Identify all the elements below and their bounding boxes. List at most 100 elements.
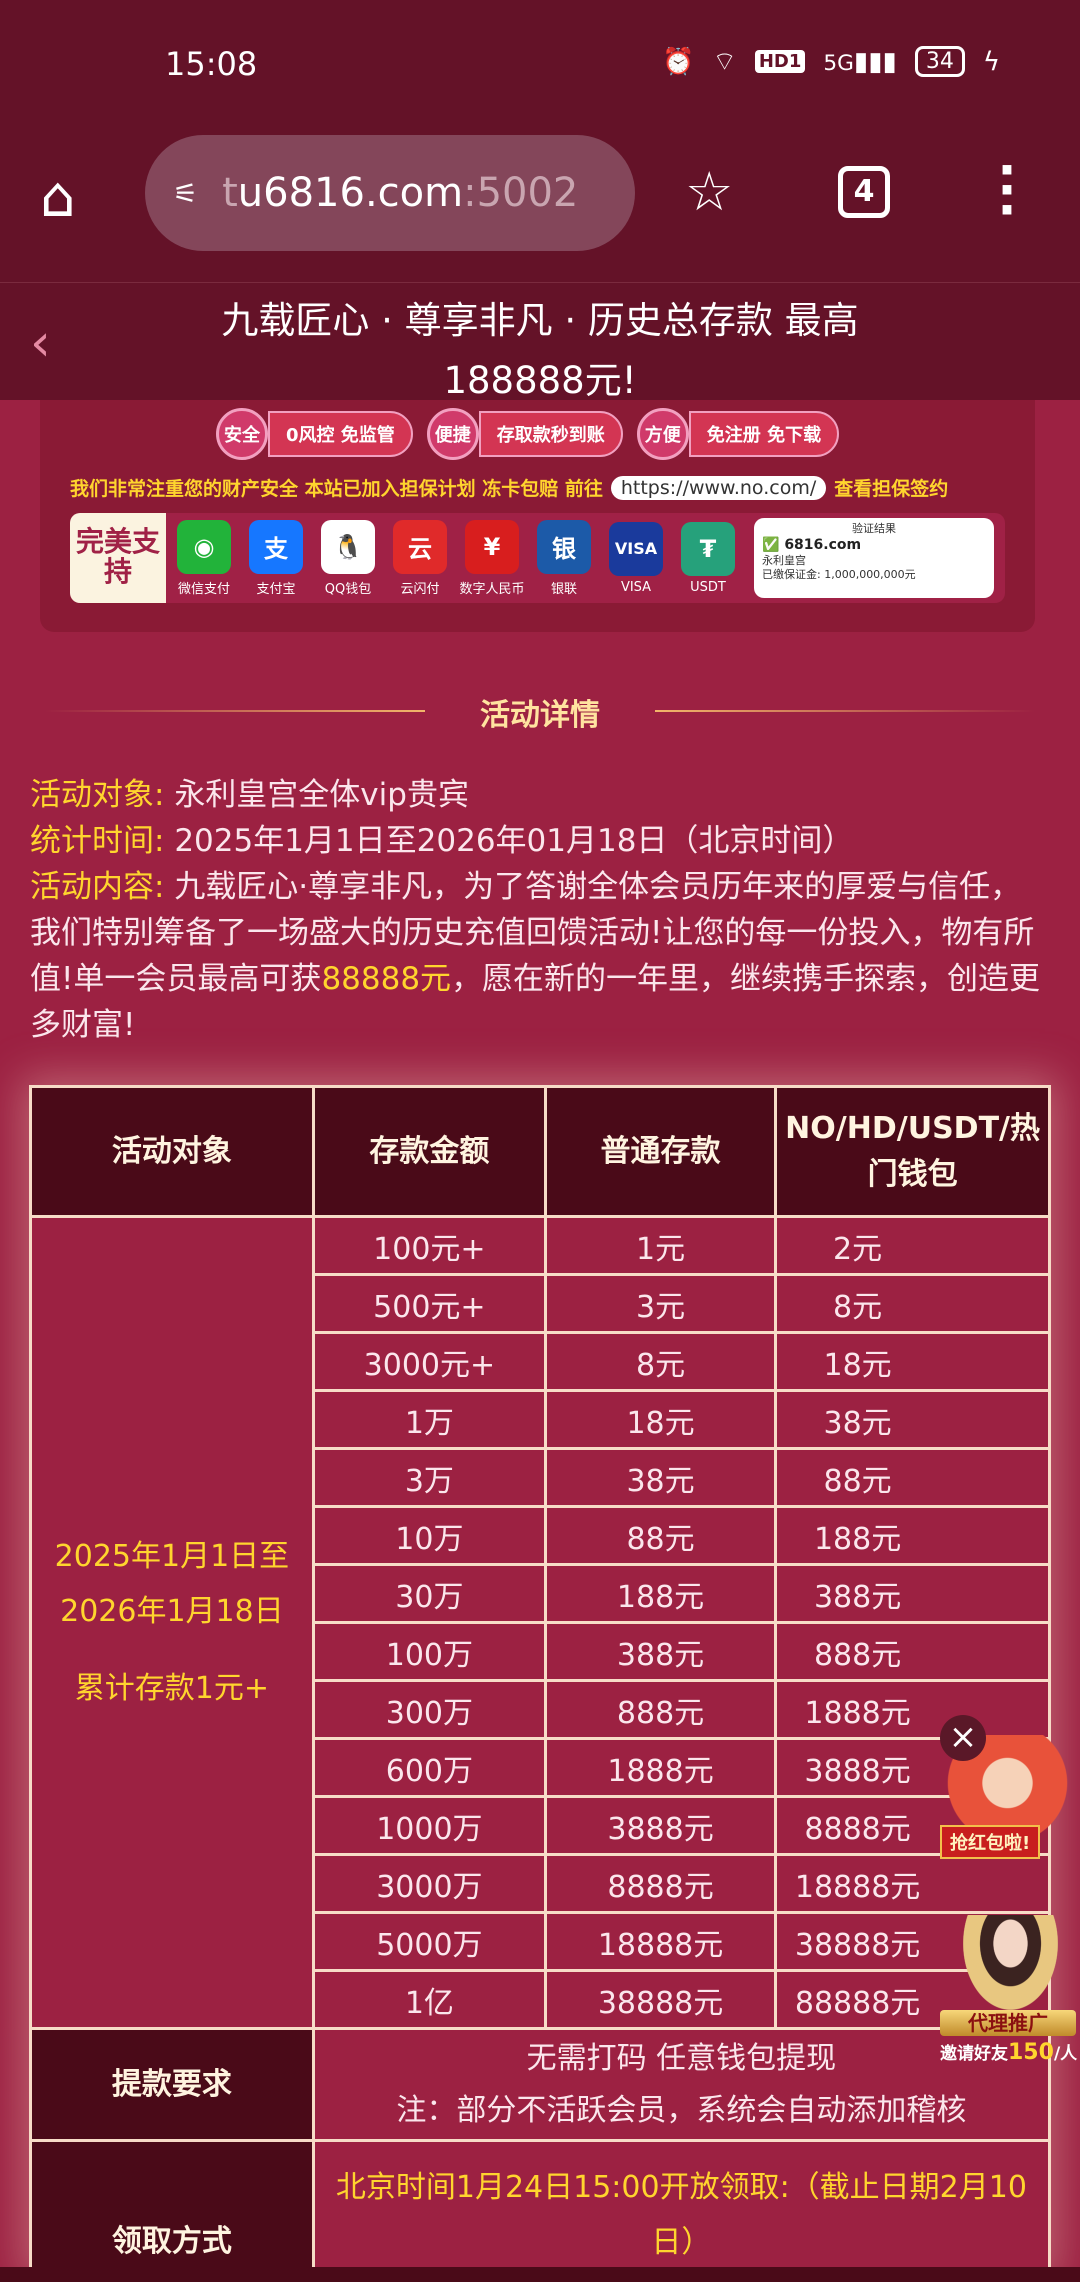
table-row: 3万 38元 88元 — [31, 1447, 1051, 1508]
table-row: 600万 1888元 3888元 — [31, 1737, 1051, 1798]
agent-label: 代理推广 — [940, 2010, 1076, 2036]
claim-cell: 北京时间1月24日15:00开放领取:（截止日期2月10日） — [311, 2139, 1052, 2273]
alipay-icon: 支 — [249, 519, 303, 574]
page-header: ‹ 九载匠心 · 尊享非凡 · 历史总存款 最高188888元! — [0, 282, 1080, 402]
unionpay-icon: 银 — [537, 519, 591, 574]
table-row: 10万 88元 188元 — [31, 1505, 1051, 1566]
table-cell: 38元 — [774, 1389, 1051, 1450]
table-cell: 3元 — [543, 1273, 778, 1334]
visa-icon: VISA — [609, 521, 663, 576]
table-row: 1万 18元 38元 — [31, 1389, 1051, 1450]
battery-icon: 34 — [914, 46, 965, 77]
table-cell: 388元 — [774, 1563, 1051, 1624]
table-cell: 1888元 — [774, 1679, 1051, 1740]
table-cell: 18元 — [543, 1389, 778, 1450]
table-row: 30万 188元 388元 — [31, 1563, 1051, 1624]
qq-icon: 🐧 — [321, 519, 375, 574]
payment-method: ◉ 微信支付 — [170, 519, 238, 597]
more-menu-icon[interactable]: · · · — [997, 141, 1017, 239]
table-cell: 888元 — [543, 1679, 778, 1740]
activity-intro: 活动对象: 永利皇宫全体vip贵宾 统计时间: 2025年1月1日至2026年0… — [30, 777, 1041, 1043]
table-row: 3000元+ 8元 18元 — [31, 1331, 1051, 1392]
home-icon[interactable]: ⌂ — [40, 165, 76, 230]
table-cell: 8元 — [774, 1273, 1051, 1334]
withdraw-label: 提款要求 — [29, 2027, 315, 2142]
table-row: 300万 888元 1888元 — [31, 1679, 1051, 1740]
table-cell: 3000万 — [311, 1853, 547, 1914]
table-cell: 30万 — [311, 1563, 547, 1624]
charging-icon: ϟ — [982, 46, 1000, 77]
table-cell: 1888元 — [543, 1737, 778, 1798]
table-cell: 1亿 — [311, 1969, 547, 2030]
table-cell: 2元 — [774, 1215, 1051, 1276]
payment-method: ¥ 数字人民币 — [458, 519, 526, 597]
feature-pill: 便捷 存取款秒到账 — [426, 408, 623, 460]
table-cell: 188元 — [774, 1505, 1051, 1566]
payment-method: VISA VISA — [602, 521, 670, 595]
table-cell: 1元 — [543, 1215, 778, 1276]
payment-method: ₮ USDT — [674, 521, 742, 595]
feature-pill: 方便 免注册 免下载 — [636, 408, 840, 460]
column-header: NO/HD/USDT/热门钱包 — [774, 1085, 1051, 1218]
red-packet-label: 抢红包啦! — [940, 1825, 1041, 1859]
status-time: 15:08 — [165, 45, 258, 83]
alarm-icon: ⏰ — [661, 46, 695, 77]
table-cell: 38元 — [543, 1447, 778, 1508]
section-title: 活动详情 — [480, 698, 600, 733]
table-row: 500元+ 3元 8元 — [31, 1273, 1051, 1334]
table-row: 100万 388元 888元 — [31, 1621, 1051, 1682]
table-cell: 38888元 — [543, 1969, 778, 2030]
activity-target-cell: 2025年1月1日至 2026年1月18日 累计存款1元+ — [29, 1215, 315, 2030]
browser-chrome: 15:08 ⏰ ⌔ HD1 5G▮▮▮ 34 ϟ ⌂ ⚟ t u6816.com:… — [0, 0, 1080, 402]
table-cell: 18888元 — [774, 1853, 1051, 1914]
bookmark-star-icon[interactable]: ☆ — [685, 160, 734, 223]
table-cell: 3万 — [311, 1447, 547, 1508]
verification-card: 验证结果 ✅ 6816.com 永利皇宫 已缴保证金: 1,000,000,000元 — [754, 518, 994, 598]
table-cell: 1万 — [311, 1389, 547, 1450]
status-icons: ⏰ ⌔ HD1 5G▮▮▮ 34 ϟ — [662, 45, 1000, 78]
table-cell: 300万 — [311, 1679, 547, 1740]
red-packet-widget[interactable]: × 抢红包啦! — [935, 1705, 1080, 1865]
claim-row: 领取方式 北京时间1月24日15:00开放领取:（截止日期2月10日） — [29, 2139, 1052, 2273]
table-cell: 188元 — [543, 1563, 778, 1624]
table-cell: 5000万 — [311, 1911, 547, 1972]
feature-pill: 安全 0风控 免监管 — [216, 408, 413, 460]
table-row: 2025年1月1日至 2026年1月18日 累计存款1元+ 100元+ 1元 2元 — [29, 1215, 1051, 2030]
table-cell: 100万 — [311, 1621, 547, 1682]
agent-portrait-icon — [963, 1915, 1058, 2010]
reward-table: 活动对象 存款金额 普通存款 NO/HD/USDT/热门钱包 2025年1月1日… — [29, 1085, 1052, 2273]
table-cell: 3000元+ — [311, 1331, 547, 1392]
table-cell: 18元 — [774, 1331, 1051, 1392]
table-cell: 8元 — [543, 1331, 778, 1392]
table-cell: 1000万 — [311, 1795, 547, 1856]
payment-method: 🐧 QQ钱包 — [314, 519, 382, 597]
payment-methods: 完美支持 ◉ 微信支付支支付宝 🐧 QQ钱包云云闪付 ¥ 数字人民币银银联 VISA VISA… — [70, 513, 1005, 603]
guarantee-link[interactable]: https://www.no.com/ — [610, 475, 827, 500]
address-bar[interactable]: ⚟ t u6816.com:5002 — [145, 135, 635, 251]
tab-switcher-button[interactable]: 4 — [838, 166, 890, 218]
hd-icon: HD1 — [754, 50, 806, 73]
column-header: 活动对象 — [29, 1085, 315, 1218]
agent-promo-widget[interactable]: 代理推广 邀请好友150/人 — [938, 1915, 1080, 2075]
claim-label: 领取方式 — [29, 2139, 315, 2273]
site-settings-icon[interactable]: ⚟ — [173, 176, 199, 210]
table-cell: 3888元 — [543, 1795, 778, 1856]
payment-method: 云云闪付 — [386, 519, 454, 597]
column-header: 普通存款 — [543, 1085, 778, 1218]
section-divider: 活动详情 — [45, 690, 1035, 733]
tether-icon: ₮ — [681, 521, 735, 576]
support-label: 完美支持 — [70, 513, 166, 603]
unionpay-quickpass-icon: 云 — [393, 519, 447, 574]
system-nav-bar — [0, 2267, 1080, 2282]
ecny-icon: ¥ — [465, 519, 519, 574]
table-cell: 18888元 — [543, 1911, 778, 1972]
withdraw-row: 提款要求 无需打码 任意钱包提现 注：部分不活跃会员，系统会自动添加稽核 — [29, 2027, 1052, 2142]
back-icon[interactable]: ‹ — [30, 313, 51, 373]
payment-method: 支支付宝 — [242, 519, 310, 597]
table-row: 5000万 18888元 38888元 — [31, 1911, 1051, 1972]
wifi-icon: ⌔ — [712, 47, 737, 77]
page-title: 九载匠心 · 尊享非凡 · 历史总存款 最高188888元! — [221, 299, 859, 402]
close-icon[interactable]: × — [940, 1715, 986, 1761]
table-cell: 600万 — [311, 1737, 547, 1798]
column-header: 存款金额 — [311, 1085, 547, 1218]
